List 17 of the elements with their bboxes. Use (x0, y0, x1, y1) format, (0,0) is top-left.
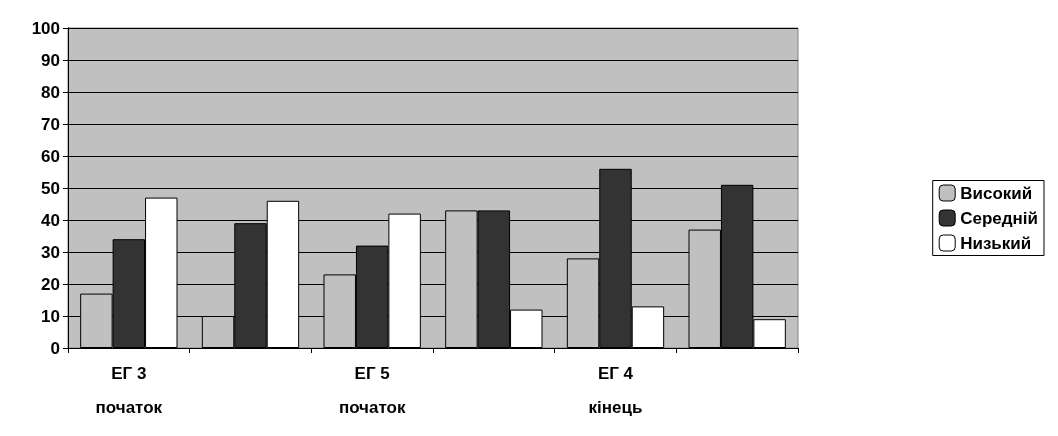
x-tick-label: ЕГ 5 початок (338, 363, 406, 417)
y-tick-label: 80 (41, 82, 60, 102)
x-tick-label: ЕГ 3 початок (95, 363, 163, 417)
y-tick-label: 60 (41, 146, 60, 166)
legend-label: Низький (960, 233, 1032, 253)
y-tick-label: 30 (41, 242, 60, 262)
x-tick-label: ЕГ 4 кінець (588, 363, 643, 417)
y-tick-label: 50 (41, 178, 60, 198)
y-tick-label: 40 (41, 210, 60, 230)
legend-label: Середній (960, 208, 1039, 228)
y-tick-label: 70 (41, 114, 60, 134)
y-tick-label: 100 (31, 18, 60, 38)
y-tick-label: 90 (41, 50, 60, 70)
y-tick-label: 20 (41, 274, 60, 294)
y-tick-label: 0 (50, 338, 60, 358)
y-tick-label: 10 (41, 306, 60, 326)
legend-label: Високий (960, 183, 1033, 203)
